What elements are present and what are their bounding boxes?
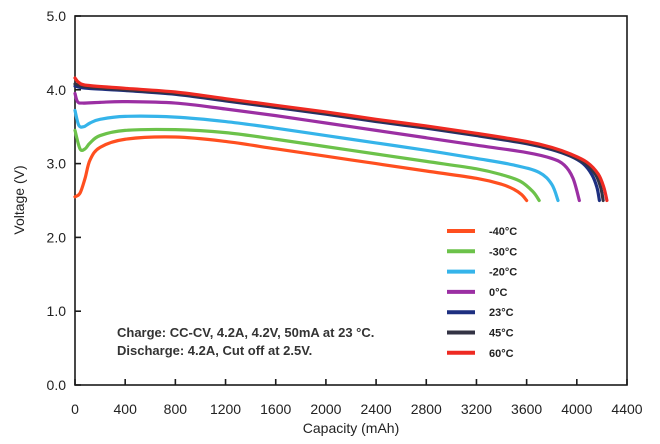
y-tick-label: 5.0 bbox=[47, 8, 67, 24]
condition-note-line: Charge: CC-CV, 4.2A, 4.2V, 50mA at 23 °C… bbox=[117, 325, 374, 340]
condition-note-line: Discharge: 4.2A, Cut off at 2.5V. bbox=[117, 343, 312, 358]
x-axis-title: Capacity (mAh) bbox=[303, 420, 399, 436]
axes: 0 400 800 1200 1600 2000 2400 2800 3200 3600 4000 4… bbox=[47, 8, 643, 417]
x-tick-label: 3200 bbox=[461, 401, 492, 417]
x-tick-label: 1600 bbox=[260, 401, 291, 417]
legend-label: -40°C bbox=[489, 226, 517, 238]
y-tick-label: 2.0 bbox=[47, 229, 67, 245]
y-tick-label: 3.0 bbox=[47, 156, 67, 172]
legend-label: -20°C bbox=[489, 267, 517, 279]
series-line-3 bbox=[73, 91, 581, 203]
x-tick-label: 0 bbox=[71, 401, 79, 417]
x-tick-label: 4000 bbox=[561, 401, 592, 417]
x-tick-label: 2400 bbox=[361, 401, 392, 417]
plot-frame bbox=[74, 15, 628, 386]
series-line-1 bbox=[73, 127, 541, 203]
legend: -40°C -30°C -20°C 0°C 23°C 45°C 60°C bbox=[447, 226, 517, 360]
x-tick-label: 2000 bbox=[310, 401, 341, 417]
x-tick-label: 1200 bbox=[210, 401, 241, 417]
x-tick-label: 400 bbox=[114, 401, 138, 417]
legend-label: 60°C bbox=[489, 348, 514, 360]
legend-label: 0°C bbox=[489, 287, 508, 299]
x-tick-label: 3600 bbox=[511, 401, 542, 417]
condition-note: Charge: CC-CV, 4.2A, 4.2V, 50mA at 23 °C… bbox=[117, 325, 374, 358]
y-tick-label: 1.0 bbox=[47, 303, 67, 319]
y-axis-title: Voltage (V) bbox=[11, 165, 27, 234]
series-line-2 bbox=[73, 108, 560, 203]
series-line-6 bbox=[73, 76, 609, 203]
x-tick-label: 800 bbox=[164, 401, 188, 417]
legend-label: 23°C bbox=[489, 307, 514, 319]
x-tick-label: 2800 bbox=[411, 401, 442, 417]
series-lines bbox=[73, 76, 609, 203]
series-line-0 bbox=[73, 135, 529, 203]
legend-label: 45°C bbox=[489, 328, 514, 340]
x-tick-label: 4400 bbox=[611, 401, 642, 417]
y-tick-label: 0.0 bbox=[47, 377, 67, 393]
y-tick-label: 4.0 bbox=[47, 82, 67, 98]
legend-label: -30°C bbox=[489, 246, 517, 258]
